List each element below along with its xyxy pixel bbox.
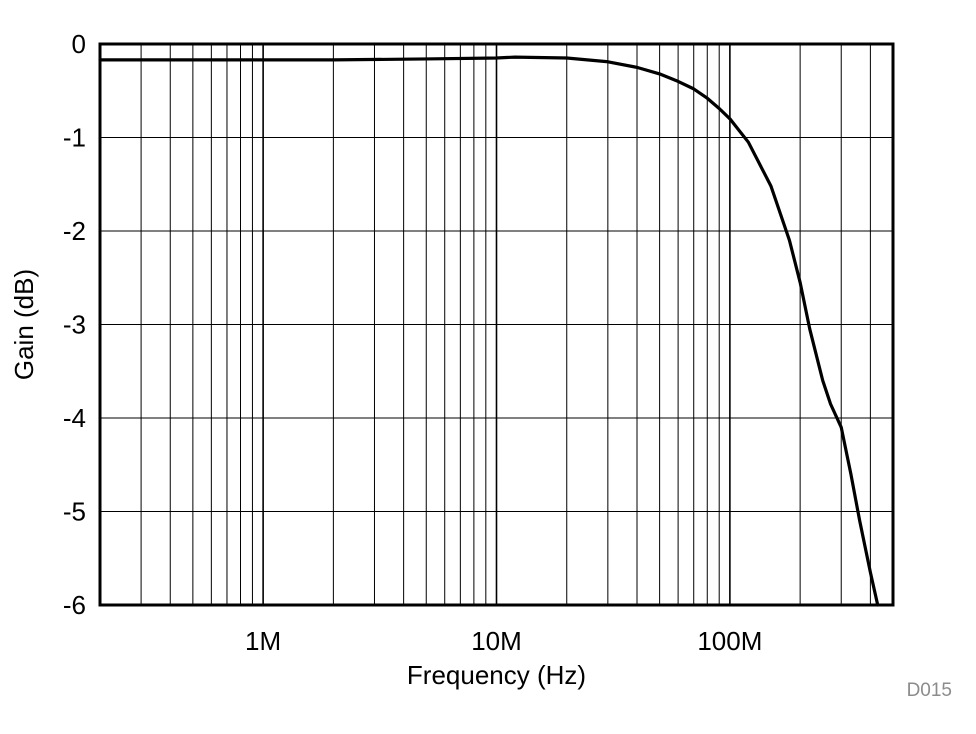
- x-axis-title: Frequency (Hz): [407, 660, 586, 690]
- grid-lines: [100, 44, 893, 605]
- y-tick-label: -6: [63, 590, 86, 620]
- y-tick-label: -4: [63, 403, 86, 433]
- y-axis-title: Gain (dB): [9, 269, 39, 380]
- series-layer: [98, 55, 880, 607]
- y-tick-label: -5: [63, 497, 86, 527]
- figure-id: D015: [907, 680, 952, 701]
- x-tick-labels: 1M 10M 100M: [245, 626, 762, 656]
- y-tick-label: -1: [63, 123, 86, 153]
- series-line: [98, 55, 880, 607]
- x-tick-label: 100M: [697, 626, 762, 656]
- x-tick-label: 1M: [245, 626, 281, 656]
- y-tick-labels: 0 -1 -2 -3 -4 -5 -6: [63, 29, 86, 620]
- x-tick-label: 10M: [471, 626, 522, 656]
- y-tick-label: -3: [63, 310, 86, 340]
- plot-frame: [98, 42, 895, 607]
- y-tick-label: -2: [63, 216, 86, 246]
- y-tick-label: 0: [72, 29, 86, 59]
